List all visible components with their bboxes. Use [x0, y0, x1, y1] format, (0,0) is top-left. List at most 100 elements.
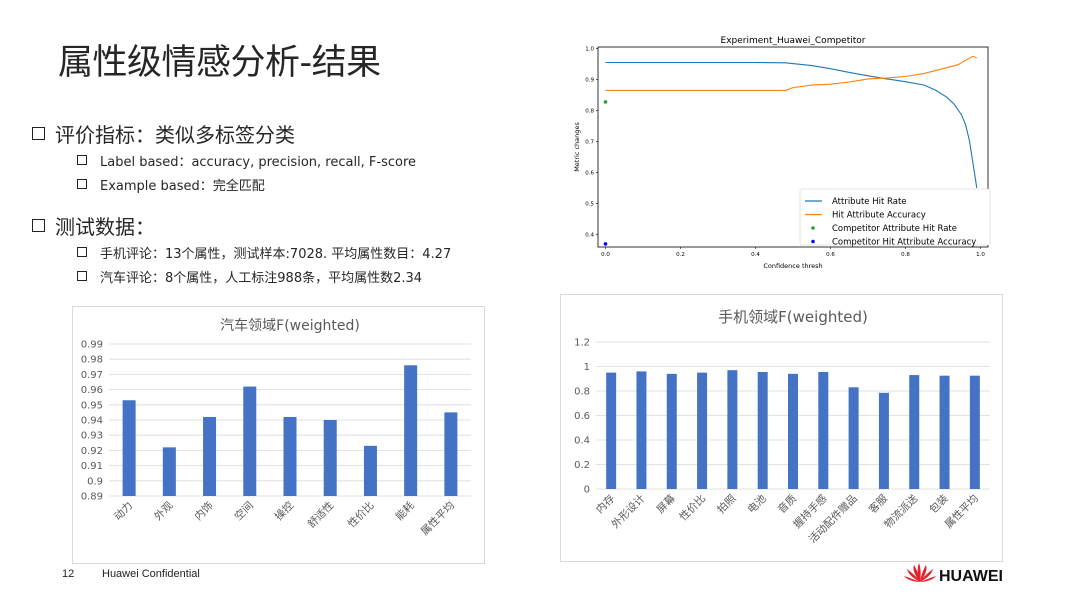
checkbox-bullet-icon	[77, 271, 87, 281]
x-tick-label: 外观	[152, 499, 176, 523]
y-tick-label: 0.8	[585, 109, 594, 115]
competitor-point-2	[603, 242, 608, 246]
y-tick-label: 0.4	[574, 436, 590, 447]
checkbox-bullet-icon	[77, 179, 87, 189]
y-tick-label: 1	[584, 362, 590, 373]
x-tick-label: 舒适性	[305, 499, 336, 530]
y-tick-label: 0.98	[81, 355, 103, 366]
bar	[818, 372, 829, 489]
bar	[969, 375, 980, 489]
y-tick-label: 0.2	[574, 460, 590, 471]
x-tick-label: 性价比	[345, 499, 376, 530]
bar	[162, 447, 176, 496]
bar	[606, 372, 617, 489]
brand-name: HUAWEI	[939, 568, 1003, 585]
bullet-eval-label: 评价指标：类似多标签分类	[55, 122, 295, 147]
x-tick-label: 1.0	[976, 252, 985, 258]
x-tick-label: 操控	[272, 499, 296, 523]
bullet-test-label: 测试数据：	[55, 214, 155, 239]
y-tick-label: 0.6	[574, 411, 590, 422]
sub-bullet: 手机评论：13个属性，测试样本:7028. 平均属性数目：4.27	[32, 240, 552, 264]
y-tick-label: 0.94	[81, 416, 103, 427]
plot-frame	[597, 46, 989, 248]
y-tick-label: 0.96	[81, 385, 103, 396]
bar	[203, 416, 217, 496]
legend-label: Competitor Attribute Hit Rate	[832, 224, 957, 234]
x-tick-label: 物流派送	[881, 492, 920, 531]
legend-label: Attribute Hit Rate	[832, 197, 907, 207]
chart-title: Experiment_Huawei_Competitor	[721, 36, 866, 46]
bullet-test: 测试数据：	[32, 210, 552, 240]
chart-title: 手机领域F(weighted)	[718, 308, 868, 326]
bullet-list: 评价指标：类似多标签分类 Label based：accuracy, preci…	[32, 118, 552, 288]
x-tick-label: 音质	[775, 492, 799, 516]
x-tick-label: 0.2	[676, 252, 685, 258]
y-tick-label: 0.4	[585, 233, 594, 239]
y-tick-label: 0.6	[585, 171, 594, 177]
y-tick-label: 0.9	[87, 476, 103, 487]
bar	[697, 372, 708, 489]
x-tick-label: 0.6	[826, 252, 835, 258]
x-tick-label: 电池	[745, 492, 769, 516]
sub-bullet-label: 汽车评论：8个属性，人工标注988条，平均属性数2.34	[100, 270, 423, 286]
sub-bullet: Label based：accuracy, precision, recall,…	[32, 148, 552, 172]
y-tick-label: 0.89	[81, 492, 103, 503]
bar	[727, 370, 738, 489]
y-axis-label: Metric changes	[573, 122, 581, 172]
checkbox-bullet-icon	[77, 247, 87, 257]
y-tick-label: 0.5	[585, 202, 594, 208]
sub-bullet-label: Label based：accuracy, precision, recall,…	[100, 154, 417, 170]
y-tick-label: 0.9	[585, 78, 594, 84]
x-tick-label: 动力	[111, 499, 135, 523]
bar	[878, 392, 889, 489]
bar	[757, 372, 768, 489]
line-chart-panel: Experiment_Huawei_Competitor 0.0 0.2 0.4 0.6…	[568, 32, 998, 277]
x-tick-label: 属性平均	[418, 499, 457, 538]
x-tick-label: 内存	[593, 492, 617, 516]
x-tick-label: 0.4	[751, 252, 760, 258]
sub-bullet-label: 手机评论：13个属性，测试样本:7028. 平均属性数目：4.27	[100, 246, 452, 262]
y-tick-label: 0.99	[81, 340, 103, 351]
x-tick-label: 拍照	[714, 492, 738, 516]
x-tick-label: 0.0	[601, 252, 610, 258]
legend-box	[799, 188, 991, 246]
legend-label: Hit Attribute Accuracy	[832, 211, 926, 221]
checkbox-bullet-icon	[32, 218, 45, 232]
bar	[848, 387, 859, 489]
confidential-label: Huawei Confidential	[102, 568, 200, 580]
car-bar-chart-panel: 汽车领域F(weighted) 0.89 0.9 0.91 0.92 0.93 0.94 0.…	[72, 306, 485, 564]
slide-title: 属性级情感分析-结果	[58, 43, 381, 83]
car-bar-chart: 汽车领域F(weighted) 0.89 0.9 0.91 0.92 0.93 0.94 0.…	[81, 317, 471, 538]
x-axis-label: Confidence thresh	[763, 262, 822, 270]
legend-swatch	[811, 226, 815, 230]
bar	[636, 371, 647, 489]
bar	[444, 412, 458, 496]
huawei-logo: HUAWEI	[904, 563, 1003, 585]
x-tick-label: 0.8	[901, 252, 910, 258]
phone-bar-chart-panel: 手机领域F(weighted) 0 0.2 0.4 0.6 0.8 1 1.2 内存 外形设计 屏幕…	[560, 294, 1003, 562]
sub-bullet: Example based：完全匹配	[32, 172, 552, 196]
checkbox-bullet-icon	[32, 126, 45, 140]
y-tick-label: 0.93	[81, 431, 103, 442]
y-tick-label: 0.8	[574, 387, 590, 398]
y-tick-label: 0.91	[81, 461, 103, 472]
y-tick-label: 1.0	[585, 47, 594, 53]
x-tick-label: 空间	[232, 499, 256, 523]
x-tick-label: 客服	[866, 492, 890, 516]
x-tick-label: 外形设计	[609, 492, 648, 531]
series-line-1	[605, 61, 978, 189]
y-tick-label: 0.7	[585, 140, 594, 146]
x-tick-label: 包装	[927, 492, 951, 516]
x-tick-label: 内饰	[192, 499, 216, 523]
legend-swatch	[811, 239, 815, 244]
bullet-eval: 评价指标：类似多标签分类	[32, 118, 552, 148]
bar	[404, 365, 418, 496]
huawei-petal-icon	[904, 563, 936, 582]
series-line-2	[605, 55, 978, 91]
y-tick-label: 0.95	[81, 400, 103, 411]
bar	[243, 386, 257, 496]
chart-title: 汽车领域F(weighted)	[220, 317, 360, 334]
bar	[323, 420, 337, 496]
sub-bullet: 汽车评论：8个属性，人工标注988条，平均属性数2.34	[32, 264, 552, 288]
competitor-point-1	[603, 100, 608, 104]
